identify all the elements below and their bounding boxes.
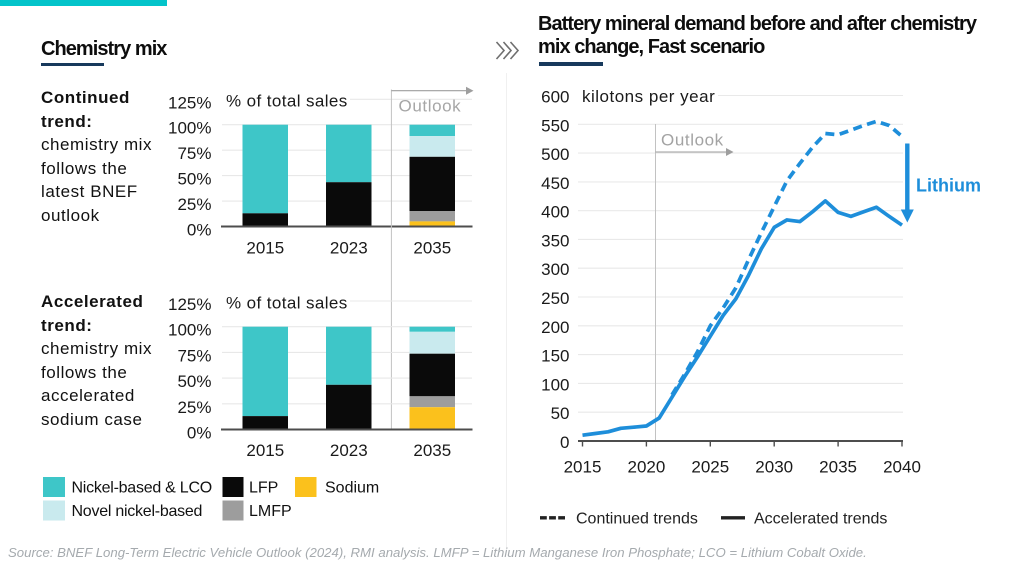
svg-text:350: 350 xyxy=(541,232,569,251)
svg-text:% of total sales: % of total sales xyxy=(226,92,348,111)
svg-text:400: 400 xyxy=(541,203,569,222)
svg-text:2040: 2040 xyxy=(883,458,921,477)
svg-text:300: 300 xyxy=(541,260,569,279)
svg-text:Outlook: Outlook xyxy=(661,130,724,149)
svg-text:Sodium: Sodium xyxy=(325,480,379,497)
svg-text:0%: 0% xyxy=(187,424,212,443)
svg-text:LMFP: LMFP xyxy=(249,503,292,520)
svg-text:Novel nickel-based: Novel nickel-based xyxy=(72,503,203,520)
svg-text:2030: 2030 xyxy=(755,458,793,477)
svg-text:75%: 75% xyxy=(177,144,211,163)
svg-text:2025: 2025 xyxy=(691,458,729,477)
svg-text:kilotons per year: kilotons per year xyxy=(582,87,715,106)
svg-text:2015: 2015 xyxy=(246,238,284,257)
svg-text:Nickel-based & LCO: Nickel-based & LCO xyxy=(72,480,212,497)
svg-text:Accelerated trends: Accelerated trends xyxy=(754,511,887,528)
svg-text:Source: BNEF Long-Term Electri: Source: BNEF Long-Term Electric Vehicle … xyxy=(8,545,867,560)
svg-text:2023: 2023 xyxy=(330,441,368,460)
svg-text:50%: 50% xyxy=(177,170,211,189)
svg-text:2035: 2035 xyxy=(413,238,451,257)
svg-text:% of total sales: % of total sales xyxy=(226,294,348,313)
svg-text:600: 600 xyxy=(541,88,569,107)
svg-text:2020: 2020 xyxy=(627,458,665,477)
svg-text:200: 200 xyxy=(541,318,569,337)
svg-text:Outlook: Outlook xyxy=(399,96,462,115)
svg-text:125%: 125% xyxy=(168,295,211,314)
svg-text:100: 100 xyxy=(541,375,569,394)
svg-text:500: 500 xyxy=(541,145,569,164)
svg-text:2035: 2035 xyxy=(819,458,857,477)
svg-text:25%: 25% xyxy=(177,398,211,417)
svg-text:50%: 50% xyxy=(177,372,211,391)
svg-text:Continued trends: Continued trends xyxy=(576,511,698,528)
svg-text:125%: 125% xyxy=(168,93,211,112)
svg-text:LFP: LFP xyxy=(249,480,278,497)
svg-text:0%: 0% xyxy=(187,221,212,240)
svg-text:2015: 2015 xyxy=(564,458,602,477)
svg-text:250: 250 xyxy=(541,289,569,308)
svg-text:100%: 100% xyxy=(168,321,211,340)
svg-text:550: 550 xyxy=(541,116,569,135)
svg-text:50: 50 xyxy=(551,404,570,423)
svg-text:25%: 25% xyxy=(177,195,211,214)
svg-text:450: 450 xyxy=(541,174,569,193)
svg-text:2035: 2035 xyxy=(413,441,451,460)
svg-text:Lithium: Lithium xyxy=(916,176,981,196)
svg-text:2015: 2015 xyxy=(246,441,284,460)
svg-text:75%: 75% xyxy=(177,346,211,365)
svg-text:150: 150 xyxy=(541,347,569,366)
svg-text:100%: 100% xyxy=(168,119,211,138)
svg-text:2023: 2023 xyxy=(330,238,368,257)
svg-text:0: 0 xyxy=(560,433,569,452)
